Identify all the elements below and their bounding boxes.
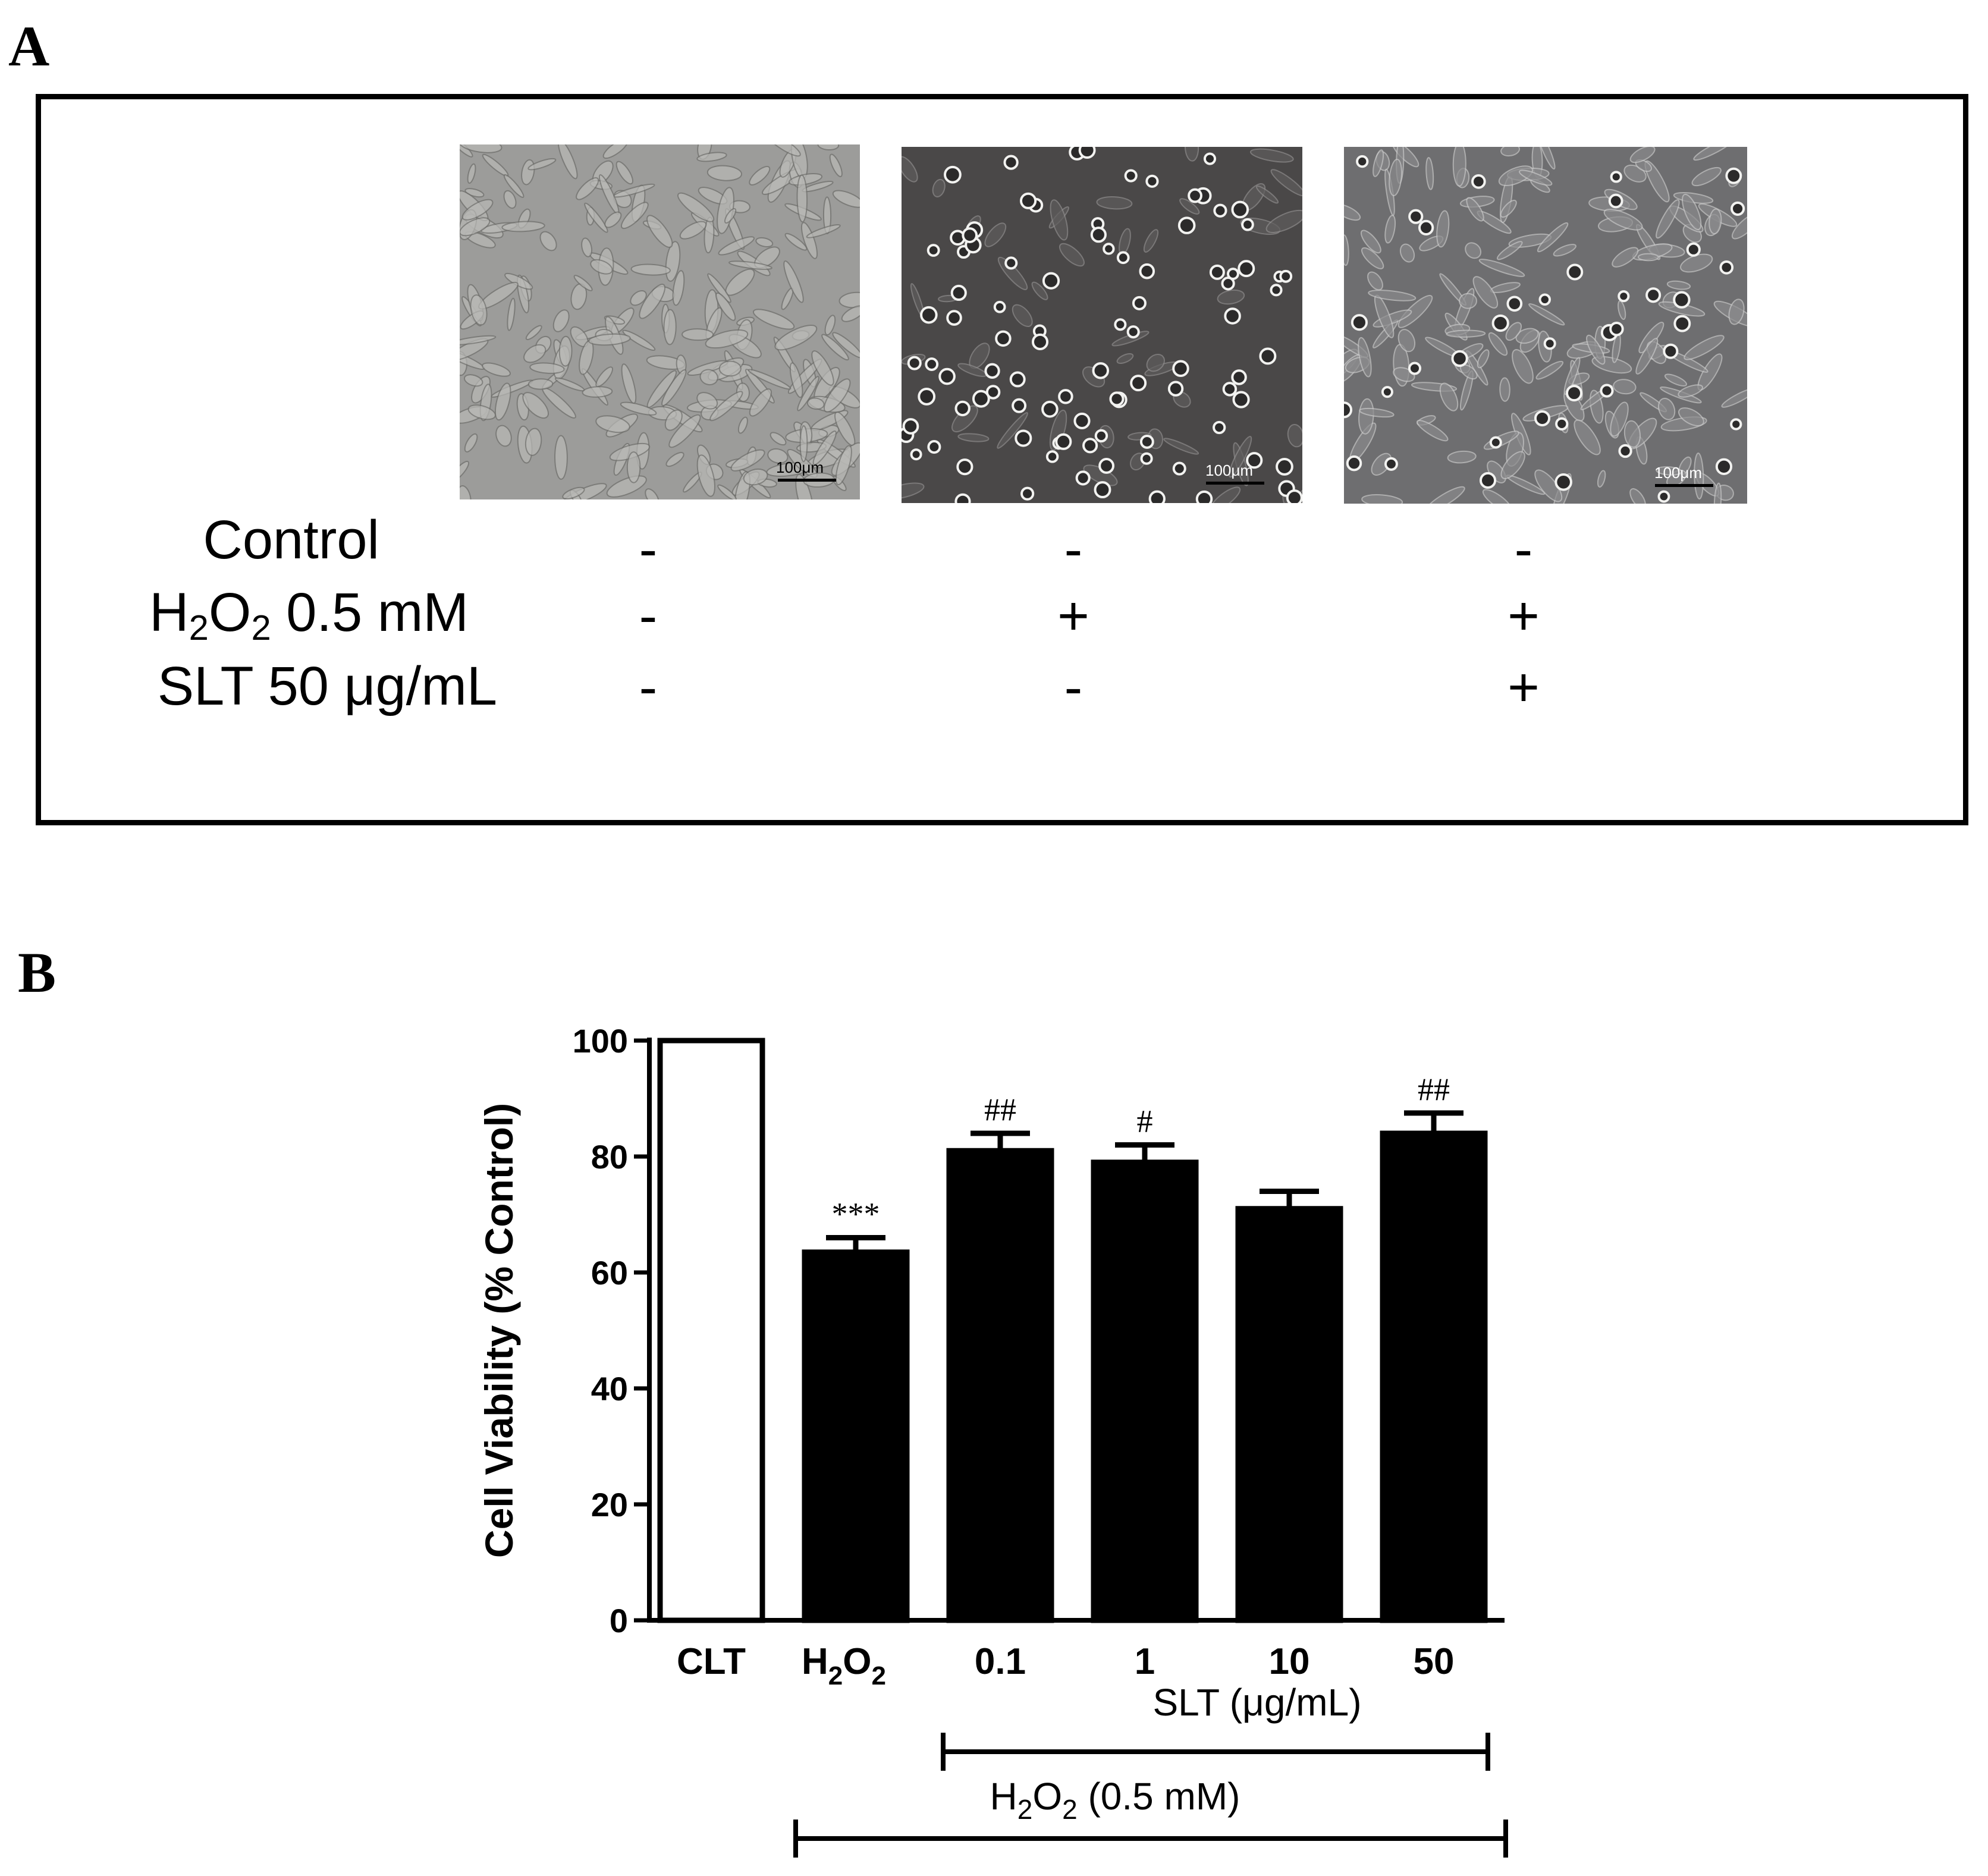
scale-bar-1	[778, 479, 836, 482]
micrograph-h2o2	[902, 147, 1302, 503]
significance-label: #	[1137, 1104, 1153, 1139]
row-label-control: Control	[203, 510, 379, 570]
x-tick-label: 10	[1269, 1641, 1310, 1682]
scale-label-3: 100μm	[1654, 464, 1703, 482]
y-tick-label: 80	[591, 1138, 628, 1176]
significance-label: ##	[1418, 1071, 1450, 1107]
sign-h2o2-2: +	[1057, 586, 1089, 646]
row-label-slt: SLT 50 μg/mL	[157, 656, 497, 717]
x-tick-label: H2O2	[802, 1641, 886, 1690]
sign-h2o2-1: -	[639, 586, 658, 646]
scale-label-1: 100μm	[776, 458, 824, 476]
sign-slt-2: -	[1064, 657, 1083, 718]
bar-50	[1380, 1130, 1488, 1623]
panel-a-frame	[36, 94, 1968, 825]
bracket-label: SLT (μg/mL)	[1152, 1681, 1361, 1724]
bar-H2O2	[802, 1249, 910, 1623]
bar-chart: 0 20 40 60 80 100 Cell Viability (% Control) CL…	[477, 1022, 1508, 1858]
y-tick-label: 100	[573, 1022, 628, 1060]
sign-slt-1: -	[639, 657, 658, 718]
x-tick-label: 1	[1135, 1641, 1155, 1682]
micrograph-h2o2-slt	[1344, 147, 1747, 504]
panel-b-letter: B	[18, 941, 56, 1004]
y-tick-label: 40	[591, 1370, 628, 1407]
bar-1	[1091, 1159, 1199, 1623]
significance-label: ##	[984, 1092, 1016, 1127]
scale-bar-3	[1655, 484, 1713, 487]
y-tick-label: 0	[610, 1602, 628, 1639]
x-tick-label: 50	[1414, 1641, 1455, 1682]
x-tick-label: 0.1	[975, 1641, 1026, 1682]
sign-control-3: -	[1514, 519, 1533, 580]
y-tick-label: 20	[591, 1486, 628, 1523]
panel-a-letter: A	[8, 14, 50, 78]
row-label-h2o2: H2O2 0.5 mM	[149, 582, 469, 648]
bracket-label: H2O2 (0.5 mM)	[990, 1775, 1240, 1825]
micrograph-control	[460, 144, 860, 499]
y-axis-label: Cell Viability (% Control)	[477, 1103, 521, 1558]
sign-control-1: -	[639, 519, 658, 580]
bar-10	[1235, 1206, 1343, 1623]
y-tick-label: 60	[591, 1254, 628, 1291]
significance-label: ***	[832, 1196, 880, 1232]
bar-0.1	[946, 1148, 1054, 1623]
sign-h2o2-3: +	[1508, 586, 1540, 646]
sign-control-2: -	[1064, 519, 1083, 580]
scale-bar-2	[1206, 482, 1264, 485]
scale-label-2: 100μm	[1205, 461, 1254, 479]
x-tick-label: CLT	[677, 1641, 746, 1682]
sign-slt-3: +	[1508, 657, 1540, 718]
bar-CLT	[657, 1038, 765, 1623]
